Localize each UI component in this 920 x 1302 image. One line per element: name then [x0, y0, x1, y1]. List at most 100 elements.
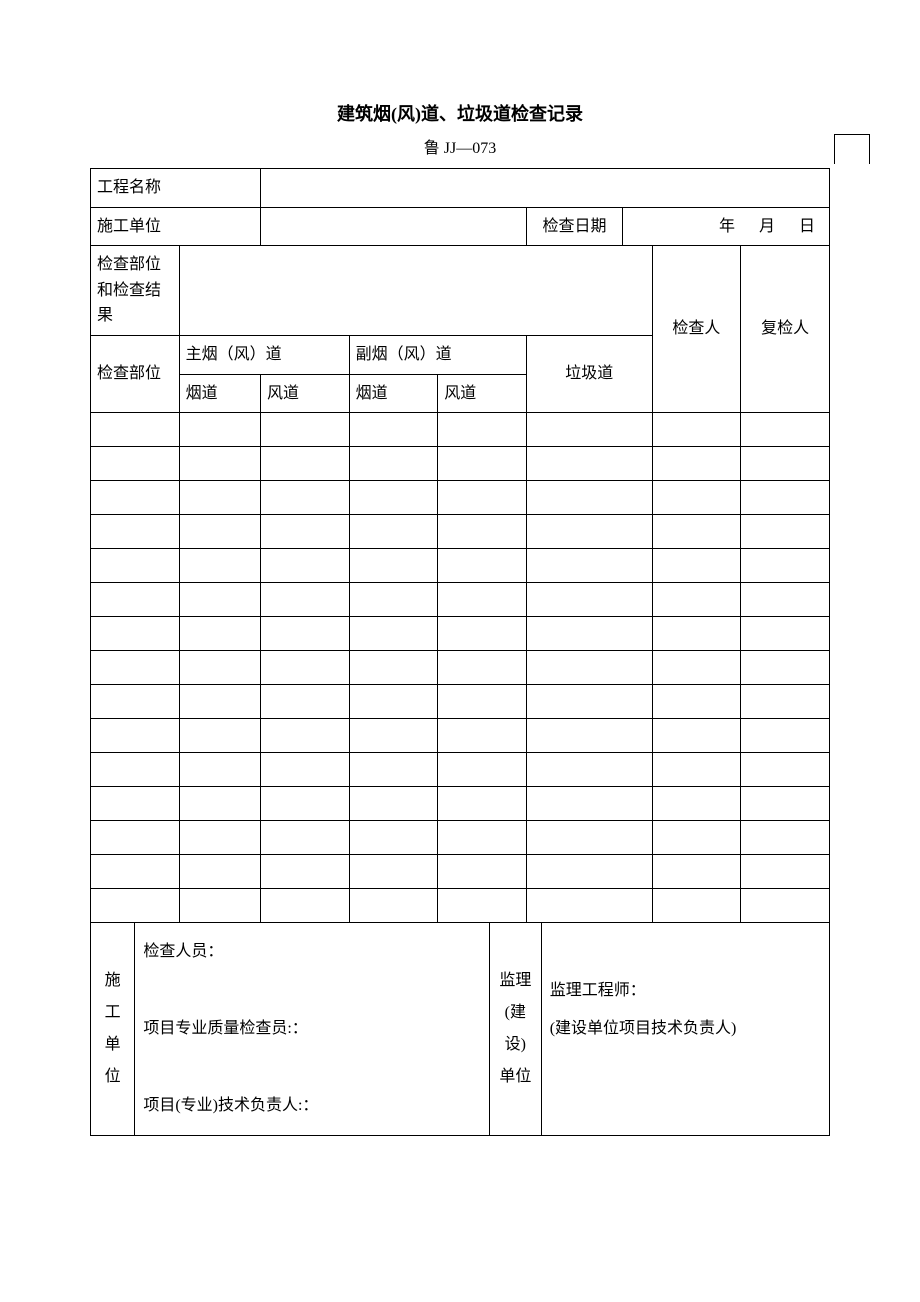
table-cell[interactable]	[179, 515, 260, 549]
table-cell[interactable]	[349, 617, 438, 651]
table-row[interactable]	[91, 719, 180, 753]
table-cell[interactable]	[179, 821, 260, 855]
table-cell[interactable]	[349, 515, 438, 549]
table-cell[interactable]	[179, 549, 260, 583]
table-cell[interactable]	[741, 481, 830, 515]
field-construction-unit[interactable]	[260, 207, 526, 246]
table-cell[interactable]	[260, 413, 349, 447]
table-cell[interactable]	[438, 583, 527, 617]
table-row[interactable]	[91, 413, 180, 447]
table-cell[interactable]	[741, 753, 830, 787]
table-cell[interactable]	[179, 413, 260, 447]
table-cell[interactable]	[652, 889, 741, 923]
table-cell[interactable]	[349, 753, 438, 787]
table-row[interactable]	[91, 753, 180, 787]
table-cell[interactable]	[741, 889, 830, 923]
table-cell[interactable]	[526, 481, 652, 515]
table-cell[interactable]	[652, 821, 741, 855]
table-cell[interactable]	[652, 583, 741, 617]
table-cell[interactable]	[652, 651, 741, 685]
const-unit-sig-block[interactable]: 检查人员： 项目专业质量检查员:： 项目(专业)技术负责人:：	[135, 923, 490, 1136]
table-cell[interactable]	[260, 481, 349, 515]
table-cell[interactable]	[526, 617, 652, 651]
table-cell[interactable]	[349, 413, 438, 447]
table-cell[interactable]	[179, 719, 260, 753]
table-cell[interactable]	[526, 821, 652, 855]
table-cell[interactable]	[260, 515, 349, 549]
table-cell[interactable]	[741, 413, 830, 447]
table-cell[interactable]	[260, 549, 349, 583]
table-cell[interactable]	[179, 889, 260, 923]
table-row[interactable]	[91, 651, 180, 685]
table-cell[interactable]	[438, 515, 527, 549]
table-cell[interactable]	[349, 889, 438, 923]
table-row[interactable]	[91, 855, 180, 889]
table-cell[interactable]	[438, 753, 527, 787]
table-cell[interactable]	[260, 583, 349, 617]
supervision-sig-block[interactable]: 监理工程师： (建设单位项目技术负责人)	[541, 923, 829, 1136]
table-cell[interactable]	[349, 685, 438, 719]
table-row[interactable]	[91, 481, 180, 515]
table-cell[interactable]	[260, 787, 349, 821]
table-cell[interactable]	[349, 821, 438, 855]
table-cell[interactable]	[179, 855, 260, 889]
table-cell[interactable]	[179, 617, 260, 651]
table-cell[interactable]	[438, 617, 527, 651]
table-cell[interactable]	[179, 685, 260, 719]
table-cell[interactable]	[438, 549, 527, 583]
table-cell[interactable]	[741, 583, 830, 617]
table-cell[interactable]	[741, 821, 830, 855]
table-cell[interactable]	[741, 855, 830, 889]
table-cell[interactable]	[526, 855, 652, 889]
table-cell[interactable]	[438, 889, 527, 923]
table-cell[interactable]	[260, 821, 349, 855]
table-cell[interactable]	[438, 685, 527, 719]
table-cell[interactable]	[260, 651, 349, 685]
table-cell[interactable]	[349, 855, 438, 889]
table-cell[interactable]	[652, 787, 741, 821]
table-cell[interactable]	[741, 447, 830, 481]
table-cell[interactable]	[652, 855, 741, 889]
table-row[interactable]	[91, 583, 180, 617]
table-cell[interactable]	[526, 549, 652, 583]
table-cell[interactable]	[438, 413, 527, 447]
table-cell[interactable]	[741, 549, 830, 583]
table-row[interactable]	[91, 617, 180, 651]
table-cell[interactable]	[438, 855, 527, 889]
table-cell[interactable]	[260, 889, 349, 923]
table-cell[interactable]	[526, 889, 652, 923]
table-cell[interactable]	[526, 447, 652, 481]
table-cell[interactable]	[526, 685, 652, 719]
table-cell[interactable]	[526, 583, 652, 617]
table-cell[interactable]	[652, 719, 741, 753]
table-cell[interactable]	[652, 549, 741, 583]
table-cell[interactable]	[652, 515, 741, 549]
table-row[interactable]	[91, 821, 180, 855]
table-cell[interactable]	[652, 413, 741, 447]
table-cell[interactable]	[349, 583, 438, 617]
table-cell[interactable]	[260, 447, 349, 481]
table-row[interactable]	[91, 447, 180, 481]
table-row[interactable]	[91, 685, 180, 719]
table-cell[interactable]	[526, 651, 652, 685]
table-cell[interactable]	[438, 481, 527, 515]
table-row[interactable]	[91, 889, 180, 923]
table-cell[interactable]	[260, 719, 349, 753]
table-cell[interactable]	[741, 515, 830, 549]
table-cell[interactable]	[179, 651, 260, 685]
table-cell[interactable]	[438, 821, 527, 855]
table-cell[interactable]	[260, 753, 349, 787]
table-cell[interactable]	[260, 855, 349, 889]
table-cell[interactable]	[741, 787, 830, 821]
table-cell[interactable]	[652, 447, 741, 481]
table-cell[interactable]	[526, 753, 652, 787]
table-cell[interactable]	[652, 617, 741, 651]
table-cell[interactable]	[741, 719, 830, 753]
table-cell[interactable]	[526, 515, 652, 549]
table-cell[interactable]	[438, 447, 527, 481]
table-cell[interactable]	[179, 787, 260, 821]
table-cell[interactable]	[652, 481, 741, 515]
field-inspection-date[interactable]: 年 月 日	[622, 207, 829, 246]
field-project-name[interactable]	[260, 169, 829, 208]
table-cell[interactable]	[179, 481, 260, 515]
